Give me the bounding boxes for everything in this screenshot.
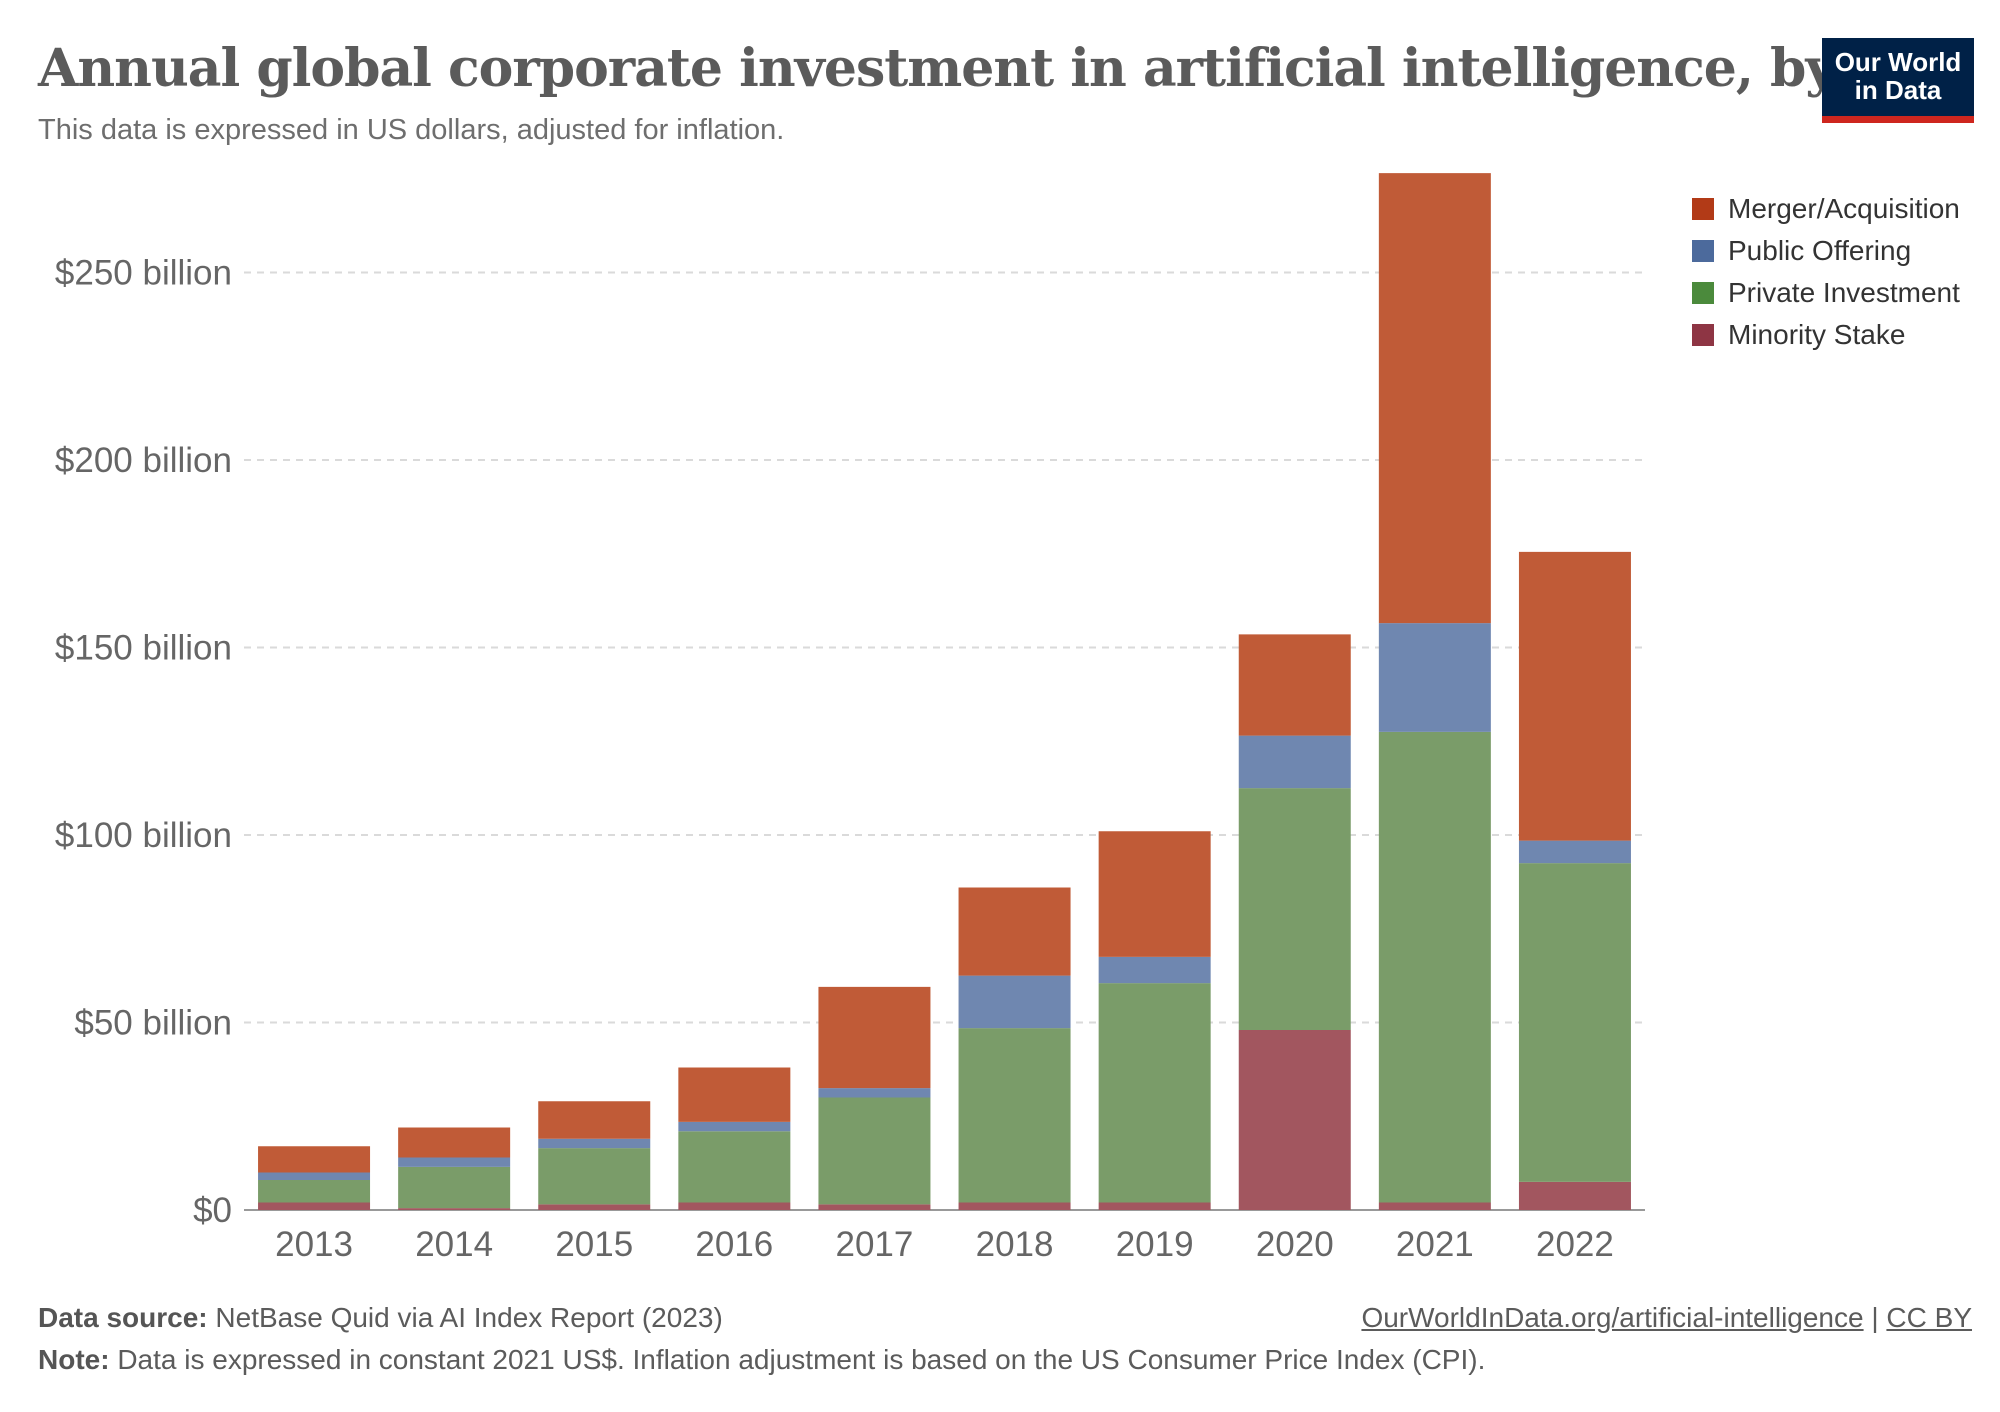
bar-segment-public-offering [958,975,1071,1029]
source-text: NetBase Quid via AI Index Report (2023) [215,1302,723,1333]
chart-legend: Merger/Acquisition Public Offering Private… [1692,188,1960,356]
bar-segment-public-offering [258,1172,371,1180]
x-tick-label: 2021 [1396,1225,1474,1264]
legend-label: Merger/Acquisition [1728,193,1960,224]
bar-segment-private-investment [1518,863,1631,1182]
x-tick-label: 2015 [555,1225,633,1264]
note-label: Note: [38,1344,110,1375]
bar-segment-public-offering [538,1138,651,1149]
bar-segment-merger-acquisition [818,986,931,1089]
legend-label: Minority Stake [1728,319,1906,350]
data-source-line: Data source: NetBase Quid via AI Index R… [38,1302,723,1334]
chart-title: Annual global corporate investment in ar… [38,38,1972,99]
bar-segment-merger-acquisition [258,1146,371,1173]
bar-segment-minority-stake [258,1202,371,1210]
bar-segment-private-investment [538,1148,651,1205]
legend-item[interactable]: Merger/Acquisition [1692,188,1960,230]
stacked-bar-chart: $0 $50 billion $100 billion $150 billion $20… [55,173,1645,1264]
bar-segment-private-investment [678,1131,791,1203]
x-tick-label: 2018 [976,1225,1054,1264]
legend-swatch [1692,324,1714,346]
bar-segment-minority-stake [958,1202,1071,1210]
logo-line-1: Our World [1834,47,1962,77]
bar-segment-private-investment [258,1180,371,1203]
legend-swatch [1692,198,1714,220]
note-line: Note: Data is expressed in constant 2021… [38,1344,1485,1376]
bar-segment-merger-acquisition [1378,173,1491,624]
bar-segment-private-investment [818,1097,931,1205]
bar-segment-public-offering [398,1157,511,1167]
bar-segment-merger-acquisition [398,1127,511,1158]
bar-segment-private-investment [1238,788,1351,1030]
x-tick-label: 2019 [1116,1225,1194,1264]
y-tick-label: $250 billion [55,254,232,293]
source-label: Data source: [38,1302,208,1333]
owid-topic-link[interactable]: OurWorldInData.org/artificial-intelligen… [1361,1302,1864,1333]
x-tick-label: 2017 [836,1225,914,1264]
bar-segment-minority-stake [538,1204,651,1210]
bar-segment-public-offering [1238,735,1351,789]
bar-segment-private-investment [398,1166,511,1209]
bar-segment-minority-stake [1098,1202,1211,1210]
footer-links: OurWorldInData.org/artificial-intelligen… [1361,1302,1972,1334]
bar-segment-public-offering [1098,956,1211,984]
x-tick-label: 2020 [1256,1225,1334,1264]
bar-segment-private-investment [1378,731,1491,1203]
bar-segment-minority-stake [818,1204,931,1210]
footer-separator: | [1871,1302,1879,1333]
bar-segment-public-offering [818,1088,931,1098]
y-tick-label: $200 billion [55,441,232,480]
bar-segment-minority-stake [1238,1030,1351,1210]
bar-segment-merger-acquisition [1098,831,1211,957]
y-tick-label: $50 billion [74,1004,232,1043]
legend-label: Public Offering [1728,235,1912,266]
legend-item[interactable]: Private Investment [1692,272,1960,314]
bar-segment-minority-stake [1378,1202,1491,1210]
x-tick-label: 2022 [1536,1225,1614,1264]
legend-item[interactable]: Public Offering [1692,230,1960,272]
bar-segment-merger-acquisition [958,887,1071,976]
y-tick-label: $0 [193,1191,232,1230]
legend-label: Private Investment [1728,277,1960,308]
legend-swatch [1692,282,1714,304]
legend-swatch [1692,240,1714,262]
x-tick-label: 2016 [695,1225,773,1264]
logo-accent-bar [1822,116,1974,123]
bar-segment-merger-acquisition [678,1067,791,1122]
y-tick-label: $100 billion [55,816,232,855]
note-text: Data is expressed in constant 2021 US$. … [117,1344,1486,1375]
license-link[interactable]: CC BY [1886,1302,1972,1333]
bar-segment-public-offering [1518,840,1631,864]
bar-segment-private-investment [1098,983,1211,1203]
chart-subtitle: This data is expressed in US dollars, ad… [38,114,785,146]
bar-segment-merger-acquisition [1238,634,1351,736]
bar-segment-public-offering [1378,623,1491,732]
bar-segment-minority-stake [678,1202,791,1210]
owid-logo[interactable]: Our World in Data [1822,38,1974,123]
legend-item[interactable]: Minority Stake [1692,314,1960,356]
x-tick-label: 2013 [275,1225,353,1264]
bar-segment-public-offering [678,1121,791,1132]
bar-segment-minority-stake [398,1208,511,1210]
bar-segment-merger-acquisition [538,1101,651,1139]
bar-segment-merger-acquisition [1518,551,1631,841]
logo-line-2: in Data [1854,75,1942,105]
y-tick-label: $150 billion [55,629,232,668]
x-tick-label: 2014 [415,1225,493,1264]
bar-segment-minority-stake [1518,1181,1631,1210]
bar-segment-private-investment [958,1028,1071,1203]
